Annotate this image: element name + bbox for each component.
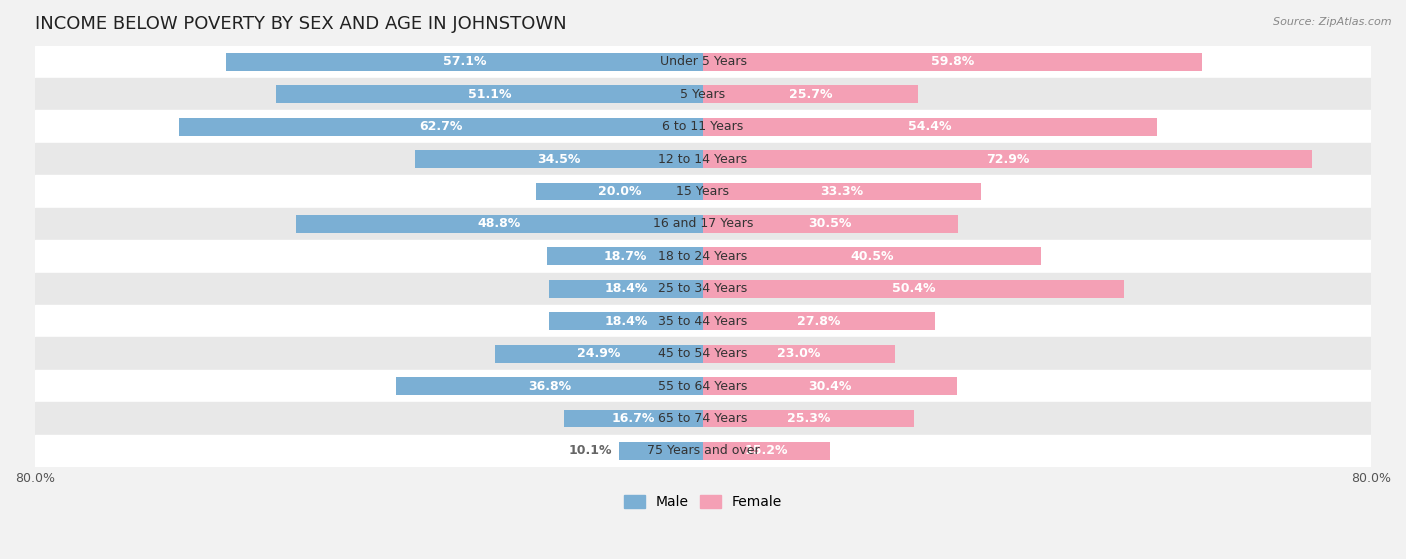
Text: 23.0%: 23.0%	[778, 347, 821, 360]
Text: 75 Years and over: 75 Years and over	[647, 444, 759, 457]
Bar	[703, 410, 914, 427]
Text: 33.3%: 33.3%	[821, 185, 863, 198]
Text: 25.7%: 25.7%	[789, 88, 832, 101]
Text: 40.5%: 40.5%	[851, 250, 894, 263]
Bar	[703, 183, 981, 201]
Bar	[550, 312, 703, 330]
Text: 36.8%: 36.8%	[527, 380, 571, 392]
Bar	[35, 435, 1371, 467]
Text: 65 to 74 Years: 65 to 74 Years	[658, 412, 748, 425]
Bar	[35, 208, 1371, 240]
Bar	[35, 78, 1371, 111]
Bar	[703, 118, 1157, 136]
Bar	[703, 53, 1202, 71]
Text: 25.3%: 25.3%	[787, 412, 831, 425]
Bar	[415, 150, 703, 168]
Bar	[35, 176, 1371, 208]
Text: 15 Years: 15 Years	[676, 185, 730, 198]
Bar	[35, 111, 1371, 143]
Bar	[35, 370, 1371, 402]
Bar	[703, 377, 957, 395]
Text: 5 Years: 5 Years	[681, 88, 725, 101]
Text: 34.5%: 34.5%	[537, 153, 581, 165]
Text: 55 to 64 Years: 55 to 64 Years	[658, 380, 748, 392]
Bar	[703, 280, 1123, 298]
Bar	[35, 402, 1371, 435]
Text: 16 and 17 Years: 16 and 17 Years	[652, 217, 754, 230]
Bar	[547, 248, 703, 266]
Text: 35 to 44 Years: 35 to 44 Years	[658, 315, 748, 328]
Text: 27.8%: 27.8%	[797, 315, 841, 328]
Text: 51.1%: 51.1%	[468, 88, 512, 101]
Text: Source: ZipAtlas.com: Source: ZipAtlas.com	[1274, 17, 1392, 27]
Bar	[550, 280, 703, 298]
Bar	[619, 442, 703, 459]
Bar	[35, 240, 1371, 273]
Bar	[35, 46, 1371, 78]
Text: 18.4%: 18.4%	[605, 282, 648, 295]
Text: 16.7%: 16.7%	[612, 412, 655, 425]
Text: 18.4%: 18.4%	[605, 315, 648, 328]
Text: 15.2%: 15.2%	[745, 444, 789, 457]
Bar	[180, 118, 703, 136]
Bar	[35, 338, 1371, 370]
Text: 50.4%: 50.4%	[891, 282, 935, 295]
Text: 48.8%: 48.8%	[478, 217, 520, 230]
Text: 12 to 14 Years: 12 to 14 Years	[658, 153, 748, 165]
Text: 62.7%: 62.7%	[419, 120, 463, 133]
Text: 54.4%: 54.4%	[908, 120, 952, 133]
Text: 45 to 54 Years: 45 to 54 Years	[658, 347, 748, 360]
Text: 72.9%: 72.9%	[986, 153, 1029, 165]
Text: INCOME BELOW POVERTY BY SEX AND AGE IN JOHNSTOWN: INCOME BELOW POVERTY BY SEX AND AGE IN J…	[35, 15, 567, 33]
Bar	[703, 248, 1042, 266]
Text: 25 to 34 Years: 25 to 34 Years	[658, 282, 748, 295]
Bar	[295, 215, 703, 233]
Text: 6 to 11 Years: 6 to 11 Years	[662, 120, 744, 133]
Bar	[564, 410, 703, 427]
Bar	[703, 345, 896, 362]
Text: 30.5%: 30.5%	[808, 217, 852, 230]
Text: 57.1%: 57.1%	[443, 55, 486, 68]
Bar	[703, 215, 957, 233]
Legend: Male, Female: Male, Female	[619, 490, 787, 515]
Bar	[703, 150, 1312, 168]
Bar	[277, 86, 703, 103]
Bar	[495, 345, 703, 362]
Bar	[703, 442, 830, 459]
Text: 18 to 24 Years: 18 to 24 Years	[658, 250, 748, 263]
Bar	[703, 86, 918, 103]
Text: 10.1%: 10.1%	[568, 444, 612, 457]
Text: 59.8%: 59.8%	[931, 55, 974, 68]
Text: 30.4%: 30.4%	[808, 380, 852, 392]
Bar	[395, 377, 703, 395]
Bar	[226, 53, 703, 71]
Text: 18.7%: 18.7%	[603, 250, 647, 263]
Bar	[703, 312, 935, 330]
Text: 24.9%: 24.9%	[578, 347, 620, 360]
Bar	[35, 143, 1371, 176]
Bar	[35, 305, 1371, 338]
Bar	[35, 273, 1371, 305]
Bar	[536, 183, 703, 201]
Text: Under 5 Years: Under 5 Years	[659, 55, 747, 68]
Text: 20.0%: 20.0%	[598, 185, 641, 198]
